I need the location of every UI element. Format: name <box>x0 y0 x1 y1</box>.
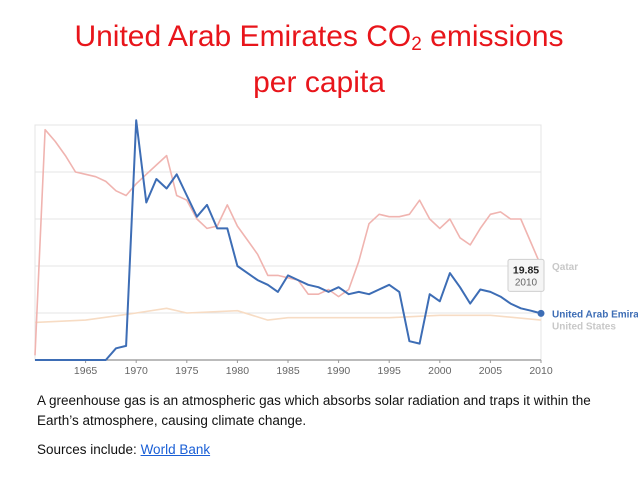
tooltip-value: 19.85 <box>513 264 539 276</box>
plot-frame <box>34 124 542 361</box>
x-tick-label: 2005 <box>479 365 503 377</box>
sources-line: Sources include: World Bank <box>37 442 210 457</box>
series-label-uae: United Arab Emirates <box>552 309 638 320</box>
title-line-1: United Arab Emirates CO2 emissions <box>74 20 564 55</box>
x-tick-label: 1990 <box>327 365 351 377</box>
tooltip-year: 2010 <box>515 277 538 288</box>
x-tick-label: 1965 <box>74 365 98 377</box>
uae-endpoint-marker <box>537 309 545 317</box>
page-title: United Arab Emirates CO2 emissions per c… <box>0 18 638 102</box>
series-line-united-arab-emirates <box>35 119 542 361</box>
x-tick-label: 1970 <box>125 365 149 377</box>
x-tick-label: 1995 <box>378 365 402 377</box>
title-subscript: 2 <box>411 34 422 55</box>
series-label-united-states: United States <box>552 321 616 332</box>
x-tick-label: 1985 <box>276 365 300 377</box>
series-line-qatar <box>34 128 542 356</box>
series-line-united-states <box>34 307 542 324</box>
x-tick-label: 2010 <box>529 365 553 377</box>
x-tick-label: 1975 <box>175 365 199 377</box>
chart-series <box>34 119 545 361</box>
chart-grid <box>34 124 542 363</box>
description-text: A greenhouse gas is an atmospheric gas w… <box>37 393 591 428</box>
emissions-line-chart: 1965 1970 1975 1980 1985 1990 1995 2000 2005 2010… <box>34 119 638 377</box>
title-line-2: per capita <box>253 66 385 99</box>
world-bank-link[interactable]: World Bank <box>140 442 211 457</box>
series-label-qatar: Qatar <box>552 262 578 273</box>
x-tick-label: 1980 <box>226 365 250 377</box>
tooltip-box <box>507 258 545 292</box>
sources-prefix: Sources include: <box>37 442 141 457</box>
x-tick-label: 2000 <box>428 365 452 377</box>
chart-labels: 1965 1970 1975 1980 1985 1990 1995 2000 2005 2010… <box>74 258 638 377</box>
